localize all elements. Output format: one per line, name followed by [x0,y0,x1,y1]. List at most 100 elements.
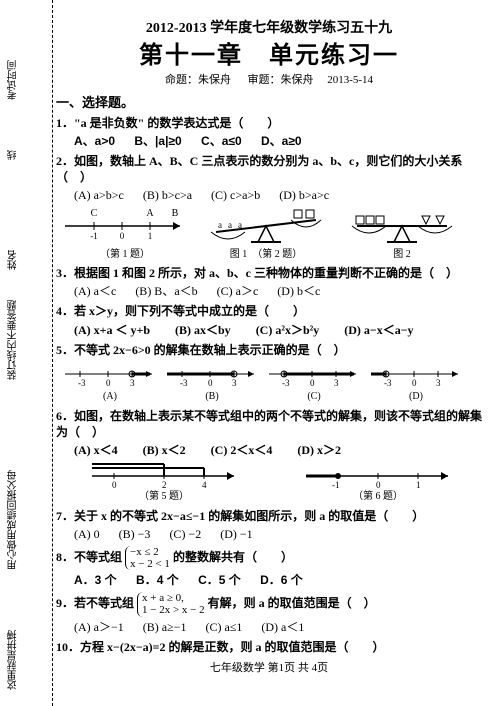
svg-text:B: B [172,208,179,219]
q5-choice-c: -303 (C) [264,360,364,404]
q5-label-a: (A) [60,390,160,404]
q7-opt-c: (C) −2 [169,526,201,542]
q8-sys-bot: x − 2 < 1 [130,558,170,570]
q1-opt-a: A、a>0 [74,133,115,149]
q2-fig2-caption: （第 2 题） [257,249,302,260]
gutter-text-motto1: 用心做用成绩回报父母 [6,470,21,570]
q2-balance-1: aaa 图 1 （第 2 题） [196,206,336,262]
q5-choice-lines: -303 (A) -303 (B) -303 (C) [60,360,482,404]
q9-opt-a: (A) a＞−1 [74,619,124,635]
svg-text:0: 0 [208,378,213,388]
q6-options: (A) x＜4 (B) x＜2 (C) 2＜x＜4 (D) x＞2 [74,442,482,458]
q2-number-line: C A B -1 0 1 （第 1 题） [60,206,190,262]
q2-fig1-caption: （第 1 题） [60,248,190,262]
svg-text:0: 0 [310,378,315,388]
q7-opt-b: (B) −3 [119,526,151,542]
q9-sys-top: x + a ≥ 0, [142,592,184,604]
q4-opt-c: (C) a²x＞b²y [256,322,320,338]
q2-opt-a: (A) a>b>c [74,187,124,203]
q4-stem: 4．若 x＞y，则下列不等式中成立的是（ ） [56,303,482,319]
q2-balance-2: 图 2 [342,206,462,262]
q8-opt-c: C．5 个 [198,572,241,588]
header-chapter-title: 第十一章 单元练习一 [56,40,482,71]
q9-opt-c: (C) a≤1 [205,619,242,635]
q6-opt-a: (A) x＜4 [74,442,118,458]
svg-text:4: 4 [202,480,207,490]
q1-opt-b: B、|a|≥0 [134,133,181,149]
question-7: 7．关于 x 的不等式 2x−a≤−1 的解集如图所示，则 a 的取值是（ ） … [56,508,482,542]
q6-fig5-caption: （第 5 题） [84,490,244,504]
page-footer: 七年级数学 第1页 共 4页 [56,659,482,675]
gutter-text-fold: 订 [6,360,21,370]
q1-stem: 1．"a 是非负数" 的数学表达式是（ ） [56,115,482,131]
question-5: 5．不等式 2x−6>0 的解集在数轴上表示正确的是（ ） -303 (A) -… [56,342,482,404]
q10-stem: 10．方程 x−(2x−a)=2 的解是正数，则 a 的取值范围是（ ） [56,639,482,655]
gutter-text-cut: 线 [6,150,21,160]
q6-fig5: 024 （第 5 题） [84,460,244,504]
q5-label-b: (B) [162,390,262,404]
svg-text:A: A [146,208,154,219]
q8-opt-b: B．4 个 [136,572,179,588]
q3-opt-b: (B) B、a＜b [135,283,197,299]
gutter-text-name: 姓名 [6,250,21,270]
q7-options: (A) 0 (B) −3 (C) −2 (D) −1 [74,526,482,542]
q3-stem: 3．根据图 1 和图 2 所示，对 a、b、c 三种物体的重量判断不正确的是（ … [56,265,482,281]
svg-text:0: 0 [112,480,117,490]
header-author-line: 命题：朱保舟 审题：朱保舟 2013-5-14 [56,73,482,87]
q3-options: (A) a＜c (B) B、a＜b (C) a＞c (D) b＜c [74,283,482,299]
q6-stem: 6．如图，在数轴上表示某不等式组中的两个不等式的解集，则该不等式组的解集为（ ） [56,408,482,440]
q6-figures: 024 （第 5 题） -101 （第 6 题） [60,460,482,504]
svg-text:0: 0 [120,231,125,241]
q1-opt-c: C、a≤0 [201,133,242,149]
q9-line: 9．若不等式组 x + a ≥ 0, 1 − 2x > x − 2 有解，则 a… [56,592,482,616]
binding-gutter: 考试时间 线 姓名 装订线内不要答题 订 用心做用成绩回报父母 这里就是拼搏 [0,0,53,706]
gutter-text-exam-time: 考试时间 [6,60,21,100]
header-date: 2013-5-14 [327,74,373,86]
q2-opt-d: (D) b>a>c [279,187,329,203]
author-name: 朱保舟 [198,74,231,86]
question-3: 3．根据图 1 和图 2 所示，对 a、b、c 三种物体的重量判断不正确的是（ … [56,265,482,299]
svg-text:-3: -3 [180,378,188,388]
q4-opt-b: (B) ax＜by [175,322,231,338]
svg-text:a: a [238,220,242,230]
number-line-svg: C A B -1 0 1 [60,206,190,248]
svg-text:a: a [228,220,232,230]
q9-opt-d: (D) a＜1 [261,619,304,635]
q6-fig6: -101 （第 6 题） [298,460,458,504]
q2-opt-c: (C) c>a>b [211,187,260,203]
svg-text:-1: -1 [90,231,98,241]
svg-text:-3: -3 [78,378,86,388]
question-2: 2．如图，数轴上 A、B、C 三点表示的数分别为 a、b、c，则它们的大小关系（… [56,153,482,261]
q5-label-d: (D) [366,390,466,404]
svg-text:0: 0 [412,378,417,388]
svg-text:-3: -3 [384,378,392,388]
review-name: 朱保舟 [280,74,313,86]
svg-text:1: 1 [148,231,153,241]
question-9: 9．若不等式组 x + a ≥ 0, 1 − 2x > x − 2 有解，则 a… [56,592,482,634]
q9-system: x + a ≥ 0, 1 − 2x > x − 2 [137,592,205,616]
q1-options: A、a>0 B、|a|≥0 C、a≤0 D、a≥0 [74,133,482,149]
svg-text:-3: -3 [282,378,290,388]
q1-opt-d: D、a≥0 [261,133,302,149]
question-4: 4．若 x＞y，则下列不等式中成立的是（ ） (A) x+a ＜ y+b (B)… [56,303,482,337]
q8-stem: 8．不等式组 [56,550,122,564]
question-6: 6．如图，在数轴上表示某不等式组中的两个不等式的解集，则该不等式组的解集为（ ）… [56,408,482,504]
question-10: 10．方程 x−(2x−a)=2 的解是正数，则 a 的取值范围是（ ） [56,639,482,655]
author-label: 命题： [165,74,198,86]
q2-fig2a-caption: 图 1 [230,249,248,260]
q6-opt-c: (C) 2＜x＜4 [211,442,273,458]
q3-opt-c: (C) a＞c [217,283,259,299]
q2-stem: 2．如图，数轴上 A、B、C 三点表示的数分别为 a、b、c，则它们的大小关系（… [56,153,482,185]
q8-line: 8．不等式组 −x ≤ 2 x − 2 < 1 的整数解共有（ ） [56,546,482,570]
q3-opt-d: (D) b＜c [277,283,320,299]
q9-opt-b: (B) a≥−1 [143,619,187,635]
q4-opt-a: (A) x+a ＜ y+b [74,322,150,338]
balance2-svg [342,206,462,248]
q8-opt-d: D．6 个 [260,572,303,588]
q2-figures: C A B -1 0 1 （第 1 题） [60,206,482,262]
svg-text:0: 0 [106,378,111,388]
svg-text:a: a [218,220,222,230]
q7-opt-a: (A) 0 [74,526,100,542]
q9-options: (A) a＞−1 (B) a≥−1 (C) a≤1 (D) a＜1 [74,619,482,635]
q9-sys-bot: 1 − 2x > x − 2 [142,604,205,616]
